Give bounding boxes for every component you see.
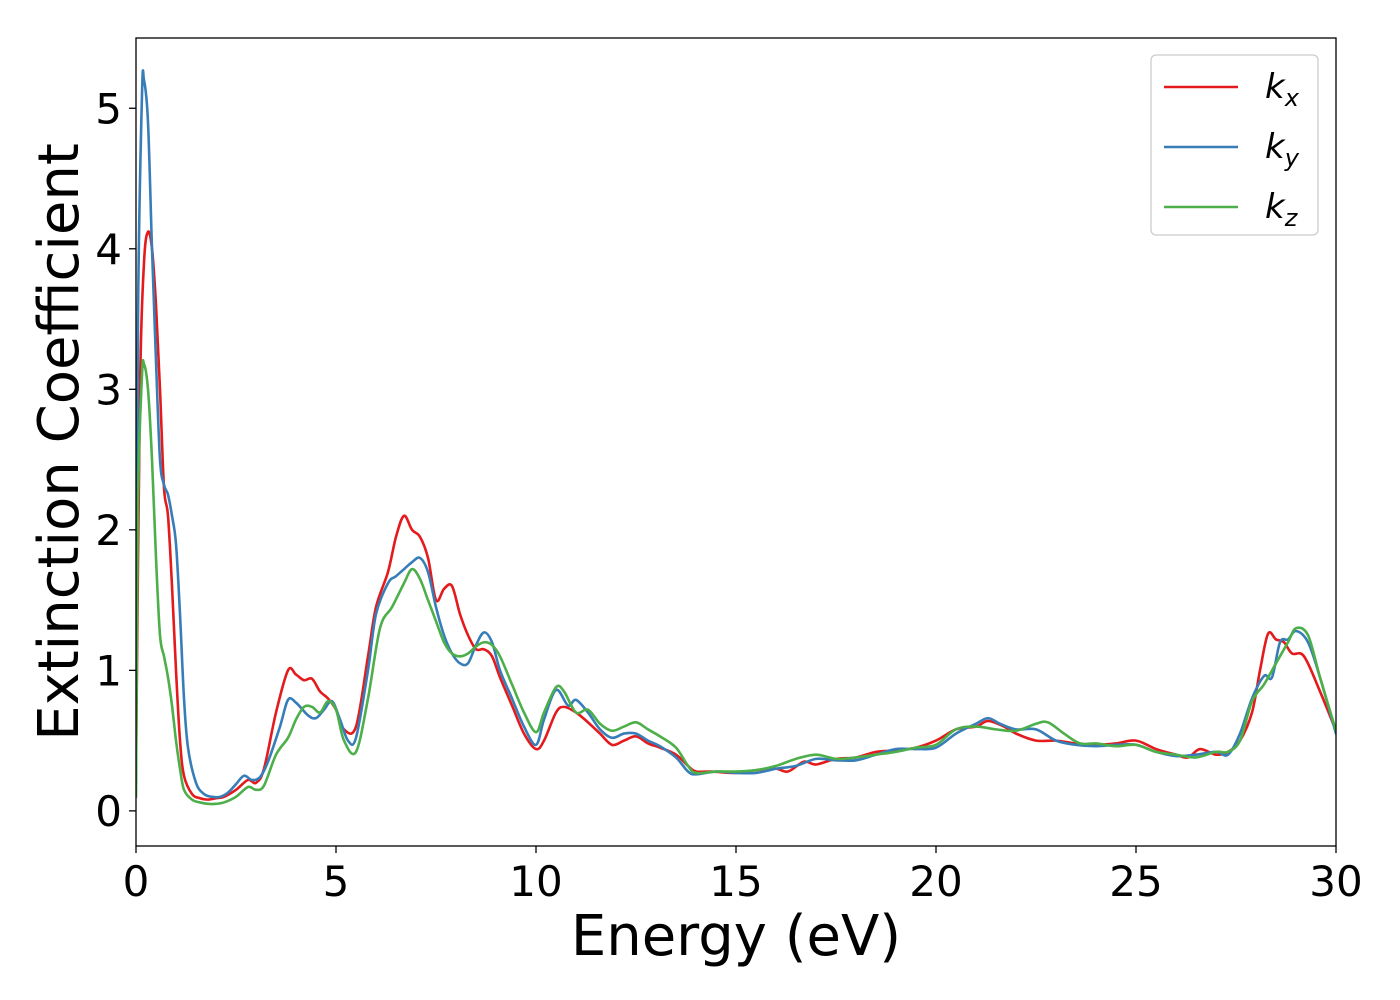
y-tick-label: 3 — [95, 365, 122, 414]
x-axis-ticks: 0 5 10 15 20 25 30 — [123, 846, 1363, 906]
y-tick-label: 4 — [95, 225, 122, 274]
series-layer — [136, 69, 1336, 806]
y-tick-label: 0 — [95, 787, 122, 836]
legend-label-base: k — [1265, 127, 1286, 167]
legend-label-subscript: z — [1284, 204, 1299, 232]
legend-label-subscript: x — [1284, 84, 1300, 112]
x-tick-label: 15 — [709, 857, 762, 906]
series-line-k-z — [136, 358, 1336, 806]
legend-label-k-y: ky — [1265, 127, 1300, 172]
x-tick-label: 20 — [909, 857, 962, 906]
x-axis-label: Energy (eV) — [571, 904, 901, 969]
legend-label-base: k — [1265, 187, 1286, 227]
legend-label-base: k — [1265, 67, 1286, 107]
x-tick-label: 5 — [323, 857, 350, 906]
y-tick-label: 1 — [95, 646, 122, 695]
legend-label-subscript: y — [1284, 144, 1300, 172]
legend-box — [1150, 54, 1319, 236]
x-tick-label: 25 — [1109, 857, 1162, 906]
x-tick-label: 10 — [509, 857, 562, 906]
y-axis-label: Extinction Coefficient — [27, 143, 92, 741]
legend-label-k-x: kx — [1265, 67, 1300, 112]
legend-label-k-z: kz — [1265, 187, 1299, 232]
y-axis-ticks: 0 1 2 3 4 5 — [95, 84, 136, 836]
x-tick-label: 0 — [123, 857, 150, 906]
series-line-k-x — [136, 230, 1336, 801]
series-line-k-y — [136, 69, 1336, 799]
y-tick-label: 5 — [95, 84, 122, 133]
x-tick-label: 30 — [1309, 857, 1362, 906]
y-tick-label: 2 — [95, 506, 122, 555]
